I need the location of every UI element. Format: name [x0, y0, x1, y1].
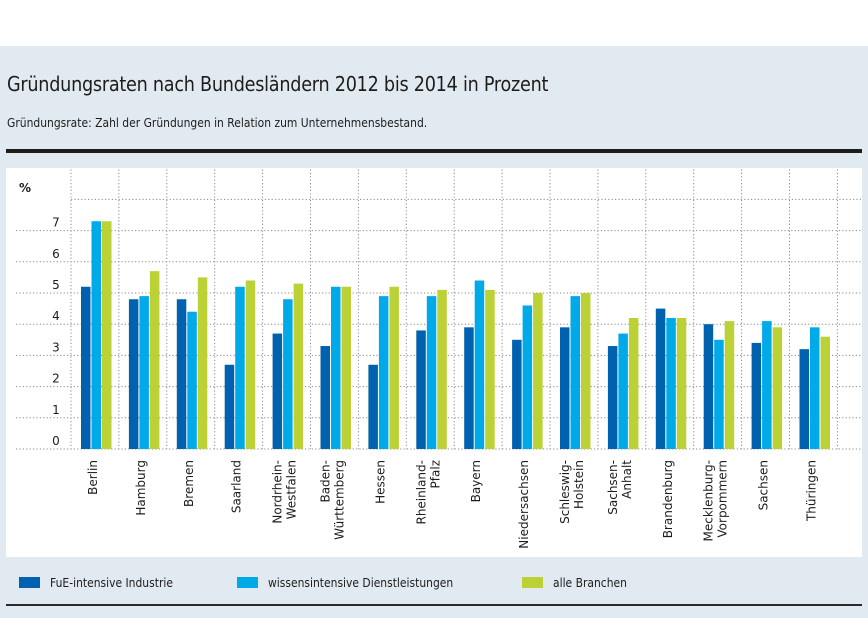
x-tick-label: Württemberg [332, 460, 346, 540]
x-tick-label: Nordrhein- [271, 460, 285, 524]
bottom-rule [6, 604, 862, 606]
x-tick-label: Vorpommern [716, 460, 730, 538]
bar [368, 364, 378, 449]
x-tick-label: Hamburg [134, 460, 148, 516]
chart-subtitle: Gründungsrate: Zahl der Gründungen in Re… [7, 115, 428, 130]
x-tick-label: Thüringen [804, 460, 818, 522]
bar [102, 221, 112, 449]
x-tick-label: Bayern [469, 460, 483, 502]
bar [799, 349, 809, 449]
x-tick-label: Mecklenburg- [702, 460, 716, 542]
bar [772, 327, 783, 449]
bar [607, 346, 618, 449]
bar [91, 221, 101, 449]
bar [81, 286, 91, 449]
legend-item-alle: alle Branchen [522, 574, 639, 590]
y-tick-label: 3 [52, 340, 60, 354]
bar [149, 271, 160, 449]
bar [724, 321, 735, 449]
x-tick-label: Baden- [318, 460, 332, 503]
legend-item-fue: FuE-intensive Industrie [19, 574, 193, 590]
bar [272, 333, 283, 449]
x-tick-label: Hessen [373, 460, 387, 504]
bar [389, 286, 399, 449]
bar [676, 317, 687, 449]
y-axis-label: % [19, 181, 31, 195]
bar [416, 330, 426, 449]
bar [426, 296, 437, 449]
bar [703, 324, 714, 449]
x-tick-label: Sachsen [757, 460, 771, 510]
x-tick-labels: Berlin Hamburg Bremen Saarland Nordrhein- Wes… [86, 460, 819, 549]
y-tick-label: 0 [52, 434, 60, 448]
bar [560, 327, 570, 449]
bar [331, 286, 341, 449]
bar [655, 308, 666, 449]
bar [283, 299, 293, 449]
legend-item-wissen: wissensintensive Dienstleistungen [237, 574, 483, 590]
y-tick-label: 6 [52, 247, 60, 261]
bar [235, 286, 245, 449]
bar [187, 311, 197, 449]
y-tick-label: 2 [52, 372, 60, 386]
legend-label: alle Branchen [553, 574, 627, 590]
bar [628, 317, 639, 449]
bar [245, 280, 256, 449]
bar [341, 286, 351, 449]
bar [139, 296, 149, 449]
legend-label: wissensintensive Dienstleistungen [268, 574, 454, 590]
bar [320, 346, 330, 449]
bar [570, 296, 580, 449]
legend-label: FuE-intensive Industrie [50, 574, 173, 590]
plot-area: % 0 1 2 3 4 5 6 7 Berlin Hamburg Bremen Saarland No… [6, 168, 862, 557]
bar [666, 317, 676, 449]
bar [522, 305, 533, 449]
legend-swatch [237, 576, 258, 588]
bar [224, 364, 235, 449]
bar [618, 333, 628, 449]
x-tick-label: Bremen [182, 460, 196, 507]
bar [485, 289, 495, 449]
y-tick-label: 5 [52, 278, 60, 292]
x-tick-label: Brandenburg [661, 460, 675, 538]
bar [512, 339, 522, 449]
x-tick-label: Pfalz [428, 460, 442, 488]
bar [293, 283, 304, 449]
x-tick-label: Sachsen- [606, 460, 620, 515]
bar [464, 327, 474, 449]
bar [751, 342, 762, 449]
x-tick-label: Berlin [86, 460, 100, 495]
bar [128, 299, 139, 449]
bar [378, 296, 389, 449]
x-tick-label: Niedersachsen [517, 460, 531, 549]
bar-chart: % 0 1 2 3 4 5 6 7 Berlin Hamburg Bremen Saarland No… [16, 169, 862, 549]
x-tick-label: Rheinland- [414, 460, 428, 525]
bar [762, 321, 772, 449]
bar [714, 339, 724, 449]
top-rule [6, 149, 862, 153]
chart-title: Gründungsraten nach Bundesländern 2012 b… [7, 72, 549, 96]
x-tick-label: Schleswig- [558, 460, 572, 524]
x-tick-label: Westfalen [285, 460, 299, 519]
bar [810, 327, 820, 449]
y-tick-labels: 0 1 2 3 4 5 6 7 [52, 216, 60, 448]
y-tick-label: 1 [52, 403, 60, 417]
y-tick-label: 7 [52, 216, 60, 230]
legend-swatch [19, 576, 40, 588]
bar [474, 280, 485, 449]
bar [176, 299, 187, 449]
bar [533, 293, 543, 449]
x-tick-label: Saarland [230, 460, 244, 513]
bar [820, 336, 830, 449]
bars [81, 221, 830, 449]
y-tick-label: 4 [52, 309, 60, 323]
bar [197, 277, 208, 449]
bar [437, 289, 447, 449]
x-tick-label: Holstein [572, 460, 586, 509]
bar [581, 293, 591, 449]
legend-swatch [522, 576, 543, 588]
x-tick-label: Anhalt [620, 460, 634, 499]
